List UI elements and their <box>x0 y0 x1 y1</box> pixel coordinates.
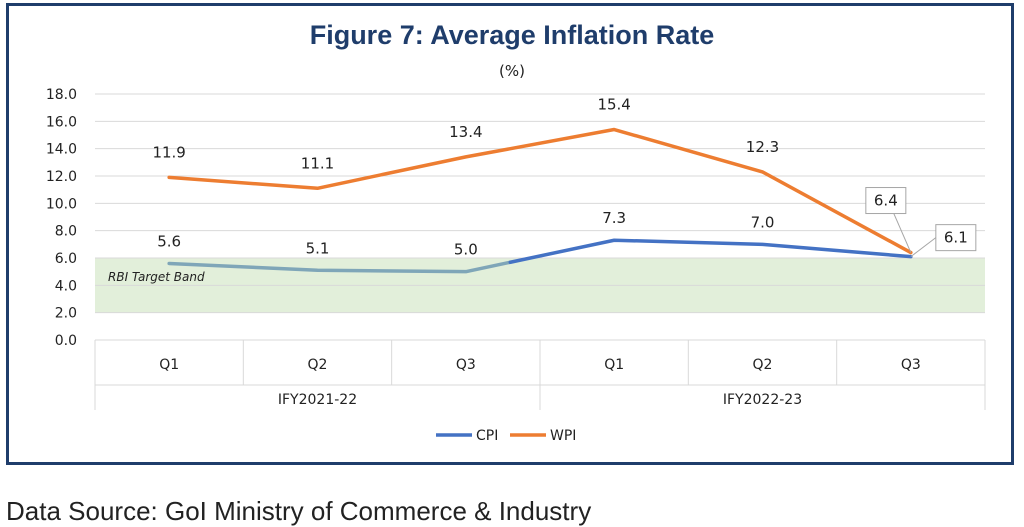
x-group-label: IFY2022-23 <box>723 392 802 408</box>
chart-title: Figure 7: Average Inflation Rate <box>309 20 715 50</box>
x-tick-label: Q3 <box>901 357 921 373</box>
data-label-wpi: 11.1 <box>301 154 334 172</box>
x-tick-label: Q3 <box>456 357 476 373</box>
x-tick-label: Q2 <box>308 357 328 373</box>
data-label-cpi: 7.3 <box>602 209 626 227</box>
series-line-wpi <box>167 127 913 255</box>
y-tick-label: 16.0 <box>46 114 77 130</box>
x-tick-label: Q1 <box>604 357 624 373</box>
data-label-wpi: 12.3 <box>746 138 779 156</box>
y-tick-label: 6.0 <box>55 251 77 267</box>
y-tick-label: 12.0 <box>46 169 77 185</box>
callout-leader <box>893 213 912 253</box>
data-label-wpi: 13.4 <box>449 123 482 141</box>
data-label-wpi: 6.4 <box>874 192 898 210</box>
data-label-cpi: 5.6 <box>157 232 181 250</box>
x-tick-label: Q2 <box>753 357 773 373</box>
data-label-wpi: 15.4 <box>597 96 630 114</box>
x-group-label: IFY2021-22 <box>278 392 357 408</box>
data-label-cpi: 6.1 <box>944 229 968 247</box>
data-label-cpi: 5.1 <box>306 239 330 257</box>
y-tick-label: 8.0 <box>55 224 77 240</box>
data-label-wpi: 11.9 <box>152 143 185 161</box>
y-tick-label: 0.0 <box>55 333 77 349</box>
chart-subtitle: (%) <box>499 62 525 80</box>
y-tick-label: 18.0 <box>46 87 77 103</box>
y-tick-label: 14.0 <box>46 142 77 158</box>
data-label-cpi: 5.0 <box>454 241 478 259</box>
series-line-cpi-in-band <box>167 260 513 274</box>
y-tick-label: 10.0 <box>46 196 77 212</box>
callout-box <box>935 224 977 252</box>
data-label-cpi: 7.0 <box>751 213 775 231</box>
series-line-cpi <box>508 238 913 264</box>
chart-frame <box>6 3 1014 465</box>
data-source: Data Source: GoI Ministry of Commerce & … <box>6 496 592 526</box>
y-tick-label: 2.0 <box>55 306 77 322</box>
target-band-label: RBI Target Band <box>108 270 205 284</box>
legend-label-wpi: WPI <box>550 428 576 444</box>
x-tick-label: Q1 <box>159 357 179 373</box>
y-tick-label: 4.0 <box>55 278 77 294</box>
legend-label-cpi: CPI <box>476 428 498 444</box>
callout-leader <box>910 237 937 258</box>
callout-box <box>865 187 907 215</box>
